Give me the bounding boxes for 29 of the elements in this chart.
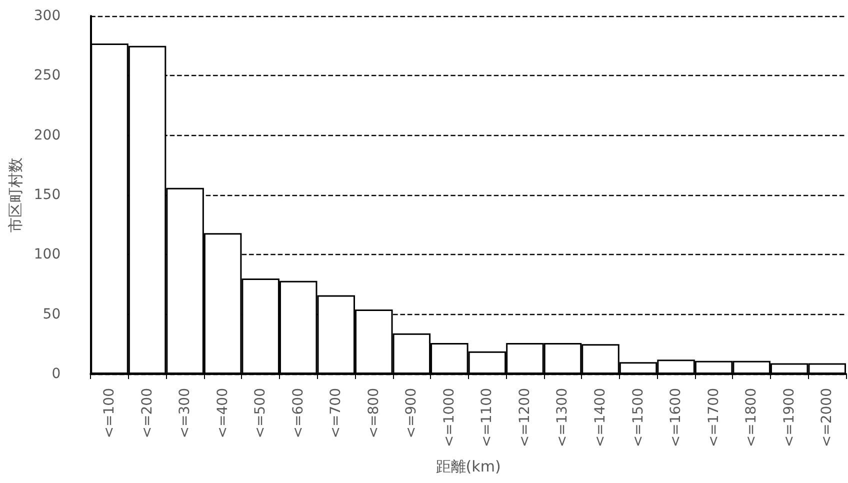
x-tick-label: <=400 [214,388,231,438]
x-tick-label: <=1500 [630,388,646,448]
x-tick-label: <=800 [366,388,382,438]
x-tick-label: <=2000 [819,388,836,448]
x-tick-label: <=1300 [554,388,571,448]
x-axis-title: 距離(km) [436,458,501,476]
x-tick-label: <=200 [139,388,156,438]
y-tick-label: 100 [34,246,61,263]
x-tick-label: <=1000 [441,388,458,448]
x-tick-label: <=1100 [479,388,496,448]
x-tick-label: <=300 [177,388,194,438]
y-tick-label: 200 [34,127,61,144]
x-tick-label: <=1900 [781,388,798,448]
x-tick-label: <=700 [328,388,344,438]
y-axis-title: 市区町村数 [6,158,24,232]
x-tick-label: <=1700 [706,388,722,448]
x-tick-label: <=900 [404,388,420,438]
y-tick-label: 300 [34,8,61,24]
x-tick-label: <=1400 [592,388,608,448]
y-tick-label: 0 [52,366,61,382]
x-tick-label: <=500 [252,388,269,438]
x-tick-label: <=1800 [744,388,760,448]
y-tick-label: 50 [42,306,61,322]
x-tick-label: <=600 [290,388,306,438]
x-tick-label: <=1600 [668,388,684,448]
y-tick-label: 250 [34,68,61,84]
x-tick-label: <=1200 [516,388,533,448]
y-tick-label: 150 [34,187,61,203]
x-tick-label: <=100 [102,388,118,438]
